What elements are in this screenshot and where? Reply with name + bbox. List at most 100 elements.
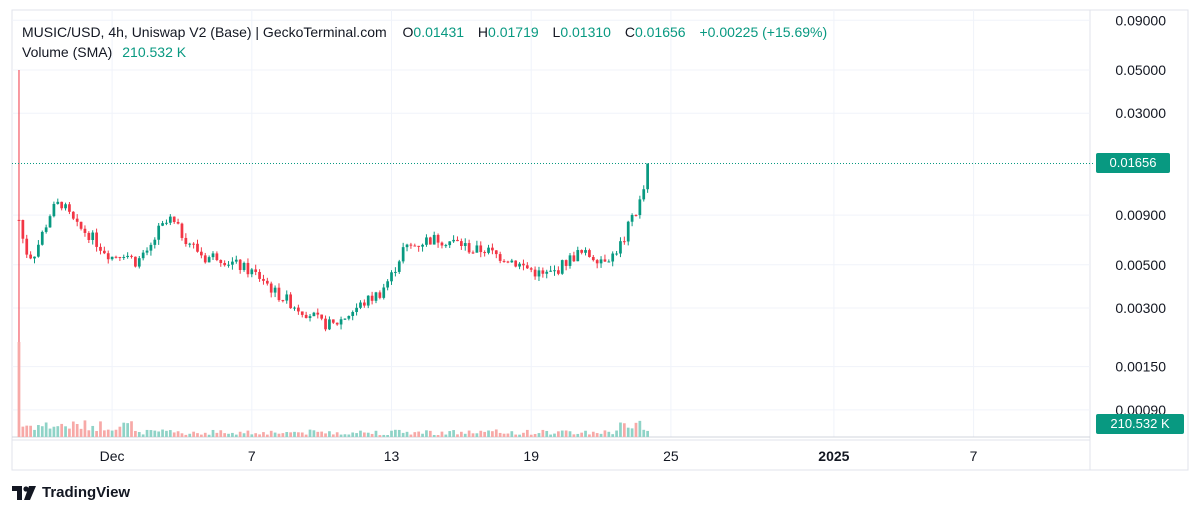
volume-bar [603,430,607,437]
y-tick-label: 0.03000 [1115,105,1166,121]
volume-bar [607,431,611,437]
candle-body [626,221,630,242]
candle-body [564,260,568,266]
candle-body [479,245,483,253]
candle-body [219,260,223,264]
candle-body [541,270,545,274]
candle-body [494,250,498,255]
volume-bar [397,429,401,437]
candle-body [200,251,203,256]
volume-bar [75,424,79,437]
candle-body [432,234,436,245]
candle-body [102,250,106,254]
volume-bar [157,431,161,437]
high-label: H [477,24,489,40]
volume-bar [479,430,483,437]
candle-body [110,256,114,260]
x-tick-label: 7 [970,448,978,464]
candle-body [141,252,145,259]
candle-body [467,243,471,253]
volume-bar [324,433,327,437]
volume-bar [242,433,246,437]
volume-bar [122,422,126,437]
volume-bar [161,429,164,437]
volume-bar [553,433,556,437]
volume-bar [615,430,618,437]
volume-bar [137,432,141,437]
volume-bar [126,423,129,437]
volume-bar [591,431,595,437]
volume-bar [642,429,646,437]
candle-body [184,237,188,245]
candle-body [560,260,564,274]
candle-body [456,239,459,242]
candle-body [37,244,40,257]
candle-body [122,256,126,258]
volume-bar [258,434,261,437]
volume-bar [549,434,552,437]
candle-body [87,232,91,240]
volume-bar [537,433,541,437]
volume-bar [87,430,91,437]
volume-bar [277,433,281,437]
volume-bar [541,429,545,437]
candle-body [106,253,110,260]
candle-body [622,241,626,243]
volume-bar [525,429,529,437]
candle-body [188,243,192,245]
candle-body [68,204,71,212]
volume-bar [463,433,467,437]
candle-body [289,294,292,309]
candle-body [328,319,331,330]
volume-bar [362,432,366,437]
volume-value: 210.532 K [122,44,187,60]
candle-body [351,312,355,316]
candle-body [192,243,195,245]
volume-label[interactable]: Volume (SMA) [22,44,113,60]
symbol-title[interactable]: MUSIC/USD, 4h, Uniswap V2 (Base) | Gecko… [22,24,387,40]
candle-body [448,241,452,246]
candle-body [390,272,393,282]
tradingview-brand[interactable]: TradingView [12,484,130,501]
volume-bar [409,434,413,437]
candle-body [168,216,172,223]
volume-bar [568,431,572,437]
volume-bar [599,433,603,437]
candle-body [60,201,64,209]
y-tick-label: 0.00900 [1115,207,1166,223]
candle-body [33,256,36,259]
candle-body [421,244,424,247]
candle-body [161,223,164,226]
candle-body [297,307,300,312]
candle-body [83,228,87,233]
volume-bar [347,434,351,437]
candle-body [25,238,29,255]
candle-body [425,237,428,245]
volume-bar [444,434,448,437]
volume-bar [114,429,118,437]
candle-body [91,232,95,240]
volume-bar [48,428,52,437]
candle-body [126,255,129,257]
volume-bar [83,420,87,437]
candle-body [250,269,254,275]
candle-body [572,255,576,262]
candle-body [149,244,153,251]
candle-body [378,292,382,298]
volume-bar [60,423,64,437]
volume-bar [254,433,258,437]
candle-body [607,261,611,263]
volume-bar [460,431,463,437]
volume-bar [518,434,521,437]
candle-body [223,263,227,266]
high-value: 0.01719 [488,24,539,40]
volume-bar [522,432,525,437]
volume-bar [293,431,296,437]
candle-body [48,216,52,228]
volume-bar [572,434,576,437]
candle-body [17,219,21,221]
candle-body [355,307,358,313]
candle-body [557,270,560,274]
